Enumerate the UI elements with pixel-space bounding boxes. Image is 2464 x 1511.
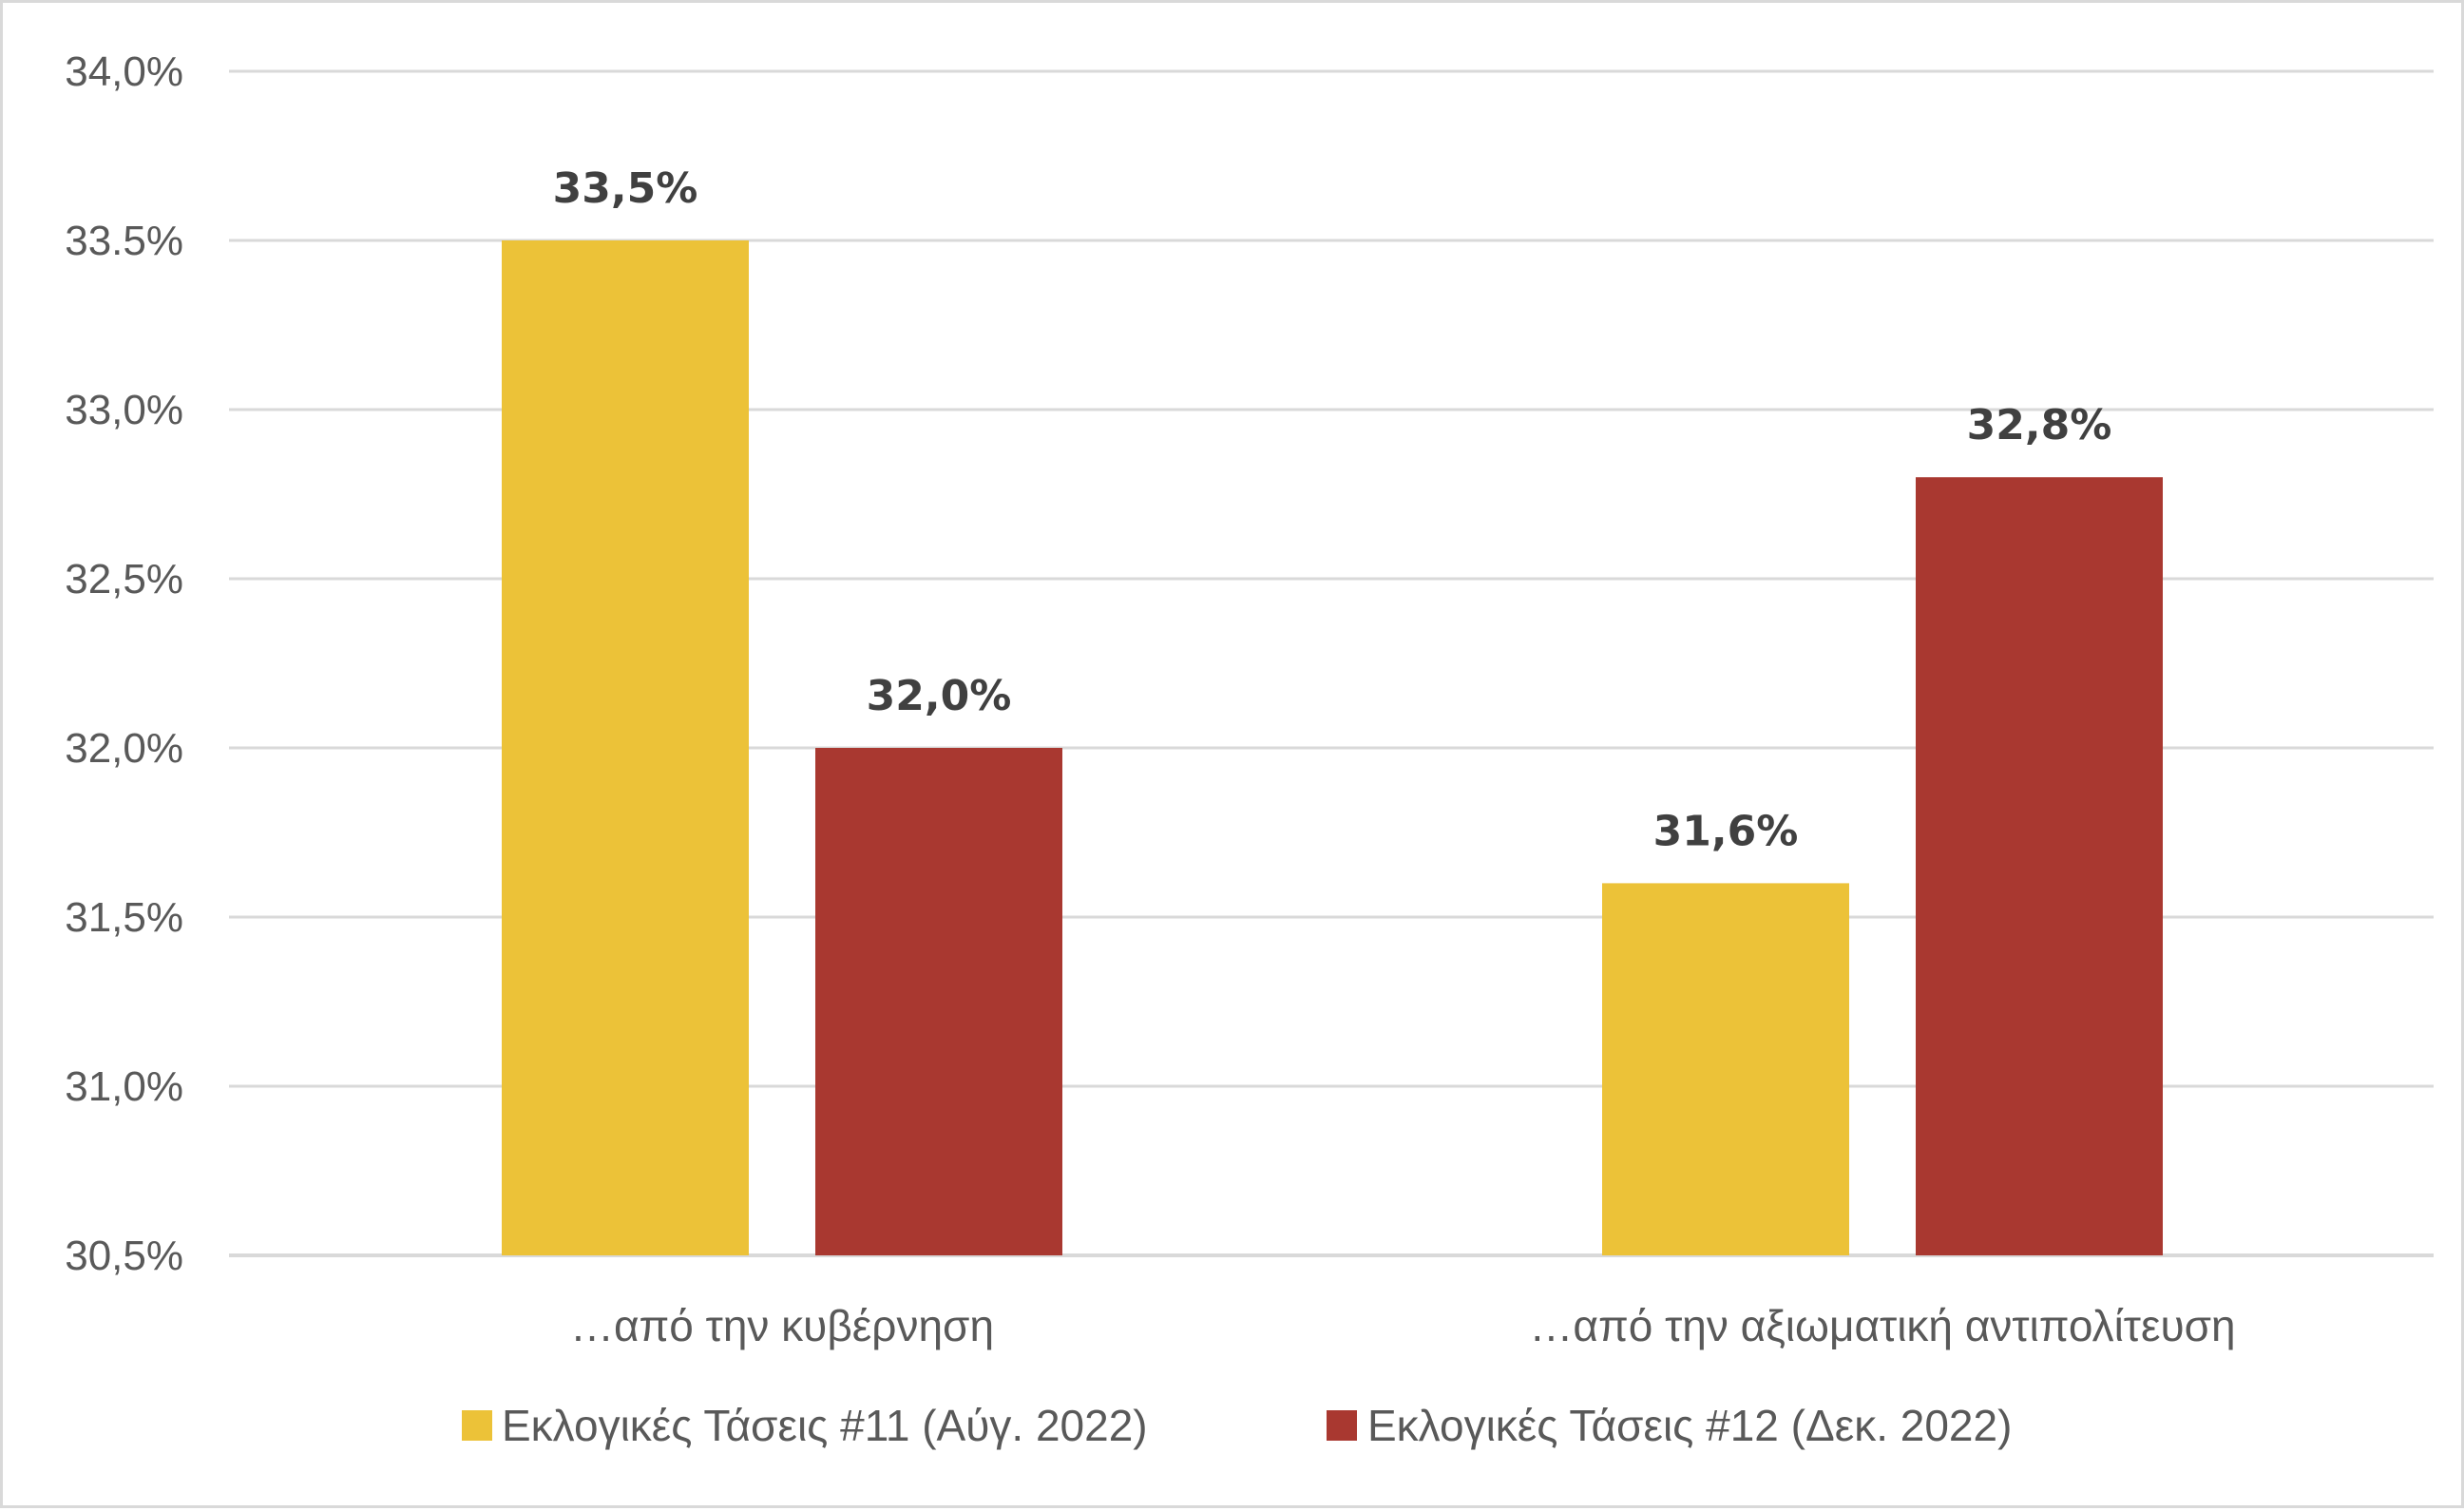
- y-tick-label: 30,5%: [65, 1233, 183, 1279]
- bar-chart: 30,5% 31,0% 31,5% 32,0% 32,5% 33,0% 33.5% 34,0%…: [65, 48, 2434, 1450]
- category-labels: …από την κυβέρνηση …από την αξιωματική αν…: [570, 1301, 2236, 1350]
- data-label-series-2-category-2: 32,8%: [1967, 401, 2112, 449]
- y-tick-label: 33,0%: [65, 387, 183, 433]
- bar-series-1-category-2: [1602, 883, 1849, 1255]
- y-tick-label: 33.5%: [65, 218, 183, 264]
- y-tick-label: 31,0%: [65, 1063, 183, 1110]
- legend-swatch: [462, 1410, 492, 1441]
- y-tick-label: 34,0%: [65, 48, 183, 95]
- y-tick-label: 32,0%: [65, 725, 183, 772]
- bar-series-2-category-2: [1916, 477, 2163, 1255]
- bar-series-1-category-1: [502, 240, 749, 1255]
- legend-swatch: [1327, 1410, 1357, 1441]
- data-labels: 33,5% 32,0% 31,6% 32,8%: [553, 164, 2112, 855]
- category-label: …από την αξιωματική αντιπολίτευση: [1529, 1301, 2235, 1350]
- data-label-series-2-category-1: 32,0%: [867, 672, 1012, 720]
- y-tick-label: 32,5%: [65, 556, 183, 602]
- data-label-series-1-category-2: 31,6%: [1653, 807, 1799, 855]
- legend-entry: Εκλογικές Τάσεις #12 (Δεκ. 2022): [1367, 1401, 2012, 1450]
- bar-series-2-category-1: [815, 748, 1062, 1255]
- data-label-series-1-category-1: 33,5%: [553, 164, 698, 213]
- y-tick-label: 31,5%: [65, 894, 183, 941]
- y-axis-tick-labels: 30,5% 31,0% 31,5% 32,0% 32,5% 33,0% 33.5% 34,0%: [65, 48, 183, 1279]
- legend-entry: Εκλογικές Τάσεις #11 (Αύγ. 2022): [502, 1401, 1148, 1450]
- legend: Εκλογικές Τάσεις #11 (Αύγ. 2022) Εκλογικέ…: [462, 1401, 2012, 1450]
- category-label: …από την κυβέρνηση: [570, 1301, 994, 1350]
- bars: [502, 240, 2163, 1255]
